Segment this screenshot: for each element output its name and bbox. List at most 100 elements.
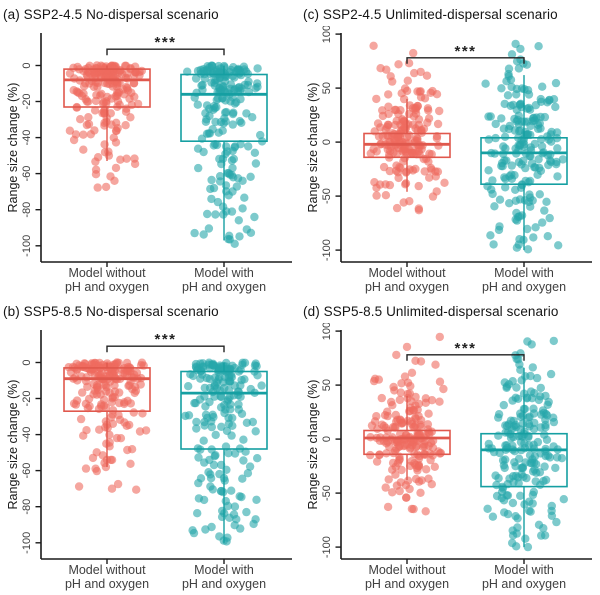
jitter-point [227, 156, 237, 165]
y-tick-label: -100 [321, 536, 333, 558]
jitter-point [543, 98, 552, 107]
jitter-point [110, 387, 120, 396]
jitter-point [404, 109, 414, 119]
x-tick-label: pH and oxygen [182, 280, 266, 294]
jitter-point [481, 79, 490, 88]
jitter-point [409, 120, 418, 129]
jitter-point [382, 65, 391, 74]
jitter-point [416, 488, 425, 497]
jitter-point [228, 187, 237, 196]
jitter-point [549, 336, 558, 346]
jitter-point [234, 400, 243, 409]
jitter-point [544, 135, 554, 144]
jitter-point [212, 378, 221, 387]
panel-title-c: (c) SSP2-4.5 Unlimited-dispersal scenari… [303, 7, 558, 22]
jitter-point [405, 484, 414, 494]
jitter-point [191, 74, 201, 83]
jitter-point [423, 118, 432, 127]
jitter-point [111, 163, 121, 173]
jitter-point [224, 377, 233, 386]
jitter-point [216, 487, 226, 496]
significance-bracket [106, 345, 225, 353]
x-tick-label: Model with [194, 266, 254, 280]
jitter-point [490, 202, 499, 211]
jitter-point [203, 209, 212, 219]
jitter-point [383, 411, 392, 421]
jitter-point [525, 451, 535, 460]
jitter-point [369, 41, 378, 50]
jitter-point [86, 130, 96, 139]
box [363, 429, 451, 456]
jitter-point [210, 101, 219, 111]
jitter-point [199, 230, 208, 239]
jitter-point [541, 475, 551, 485]
jitter-point [209, 183, 219, 193]
jitter-point [405, 407, 414, 416]
jitter-point [215, 172, 225, 181]
jitter-point [189, 371, 198, 381]
jitter-point [126, 113, 135, 122]
boxplot-group-0 [363, 395, 451, 481]
jitter-point [382, 449, 391, 458]
y-tick-label: -20 [21, 391, 33, 407]
jitter-point [108, 419, 118, 428]
jitter-point [218, 94, 227, 103]
jitter-point [110, 176, 119, 185]
boxplot-chart-c: 100 50 0 -50 -100 Range size change (%) Model … [306, 26, 592, 294]
jitter-point [230, 143, 239, 152]
jitter-point [486, 112, 495, 121]
jitter-point [129, 408, 138, 417]
jitter-point [381, 483, 390, 492]
jitter-point [498, 484, 508, 493]
x-tick-label: Model without [368, 563, 446, 577]
jitter-point [224, 449, 233, 458]
jitter-point [526, 202, 535, 211]
jitter-point [503, 491, 513, 500]
jitter-point [210, 452, 219, 461]
jitter-point [227, 486, 236, 495]
jitter-point [512, 57, 522, 66]
jitter-point [488, 189, 497, 199]
jitter-point [391, 470, 400, 479]
jitter-point [83, 97, 93, 106]
x-tick-label: Model with [194, 563, 254, 577]
jitter-point [422, 71, 432, 80]
jitter-point [540, 112, 550, 122]
panel-b: (b) SSP5-8.5 No-dispersal scenario 0 -20 -… [0, 297, 300, 595]
jitter-point [531, 477, 540, 486]
jitter-point [491, 471, 500, 480]
jitter-point [83, 382, 92, 391]
jitter-point [410, 422, 419, 432]
jitter-point [519, 472, 528, 481]
jitter-point [207, 522, 216, 532]
jitter-point [207, 175, 216, 185]
jitter-point [527, 458, 536, 468]
jitter-point [488, 512, 498, 521]
jitter-point [514, 240, 523, 249]
jitter-point [391, 120, 400, 130]
jitter-point [123, 445, 132, 455]
jitter-point [533, 437, 543, 447]
jitter-point [426, 455, 435, 465]
jitter-point [208, 361, 218, 370]
jitter-point [499, 400, 508, 410]
jitter-point [424, 441, 433, 450]
jitter-point [404, 59, 414, 68]
jitter-point [500, 378, 509, 387]
jitter-point [516, 491, 525, 500]
jitter-point [500, 99, 509, 109]
jitter-point [425, 173, 434, 182]
jitter-point [199, 147, 208, 157]
jitter-point [501, 174, 510, 184]
jitter-point [432, 90, 442, 99]
jitter-point [71, 400, 81, 409]
jitter-point [542, 197, 551, 206]
jitter-point [84, 119, 94, 129]
jitter-point [239, 435, 248, 444]
jitter-point [130, 159, 140, 169]
jitter-point [531, 223, 540, 232]
jitter-point [207, 422, 216, 432]
jitter-point [110, 381, 119, 390]
jitter-point [222, 107, 231, 117]
y-tick-label: 0 [21, 62, 33, 68]
